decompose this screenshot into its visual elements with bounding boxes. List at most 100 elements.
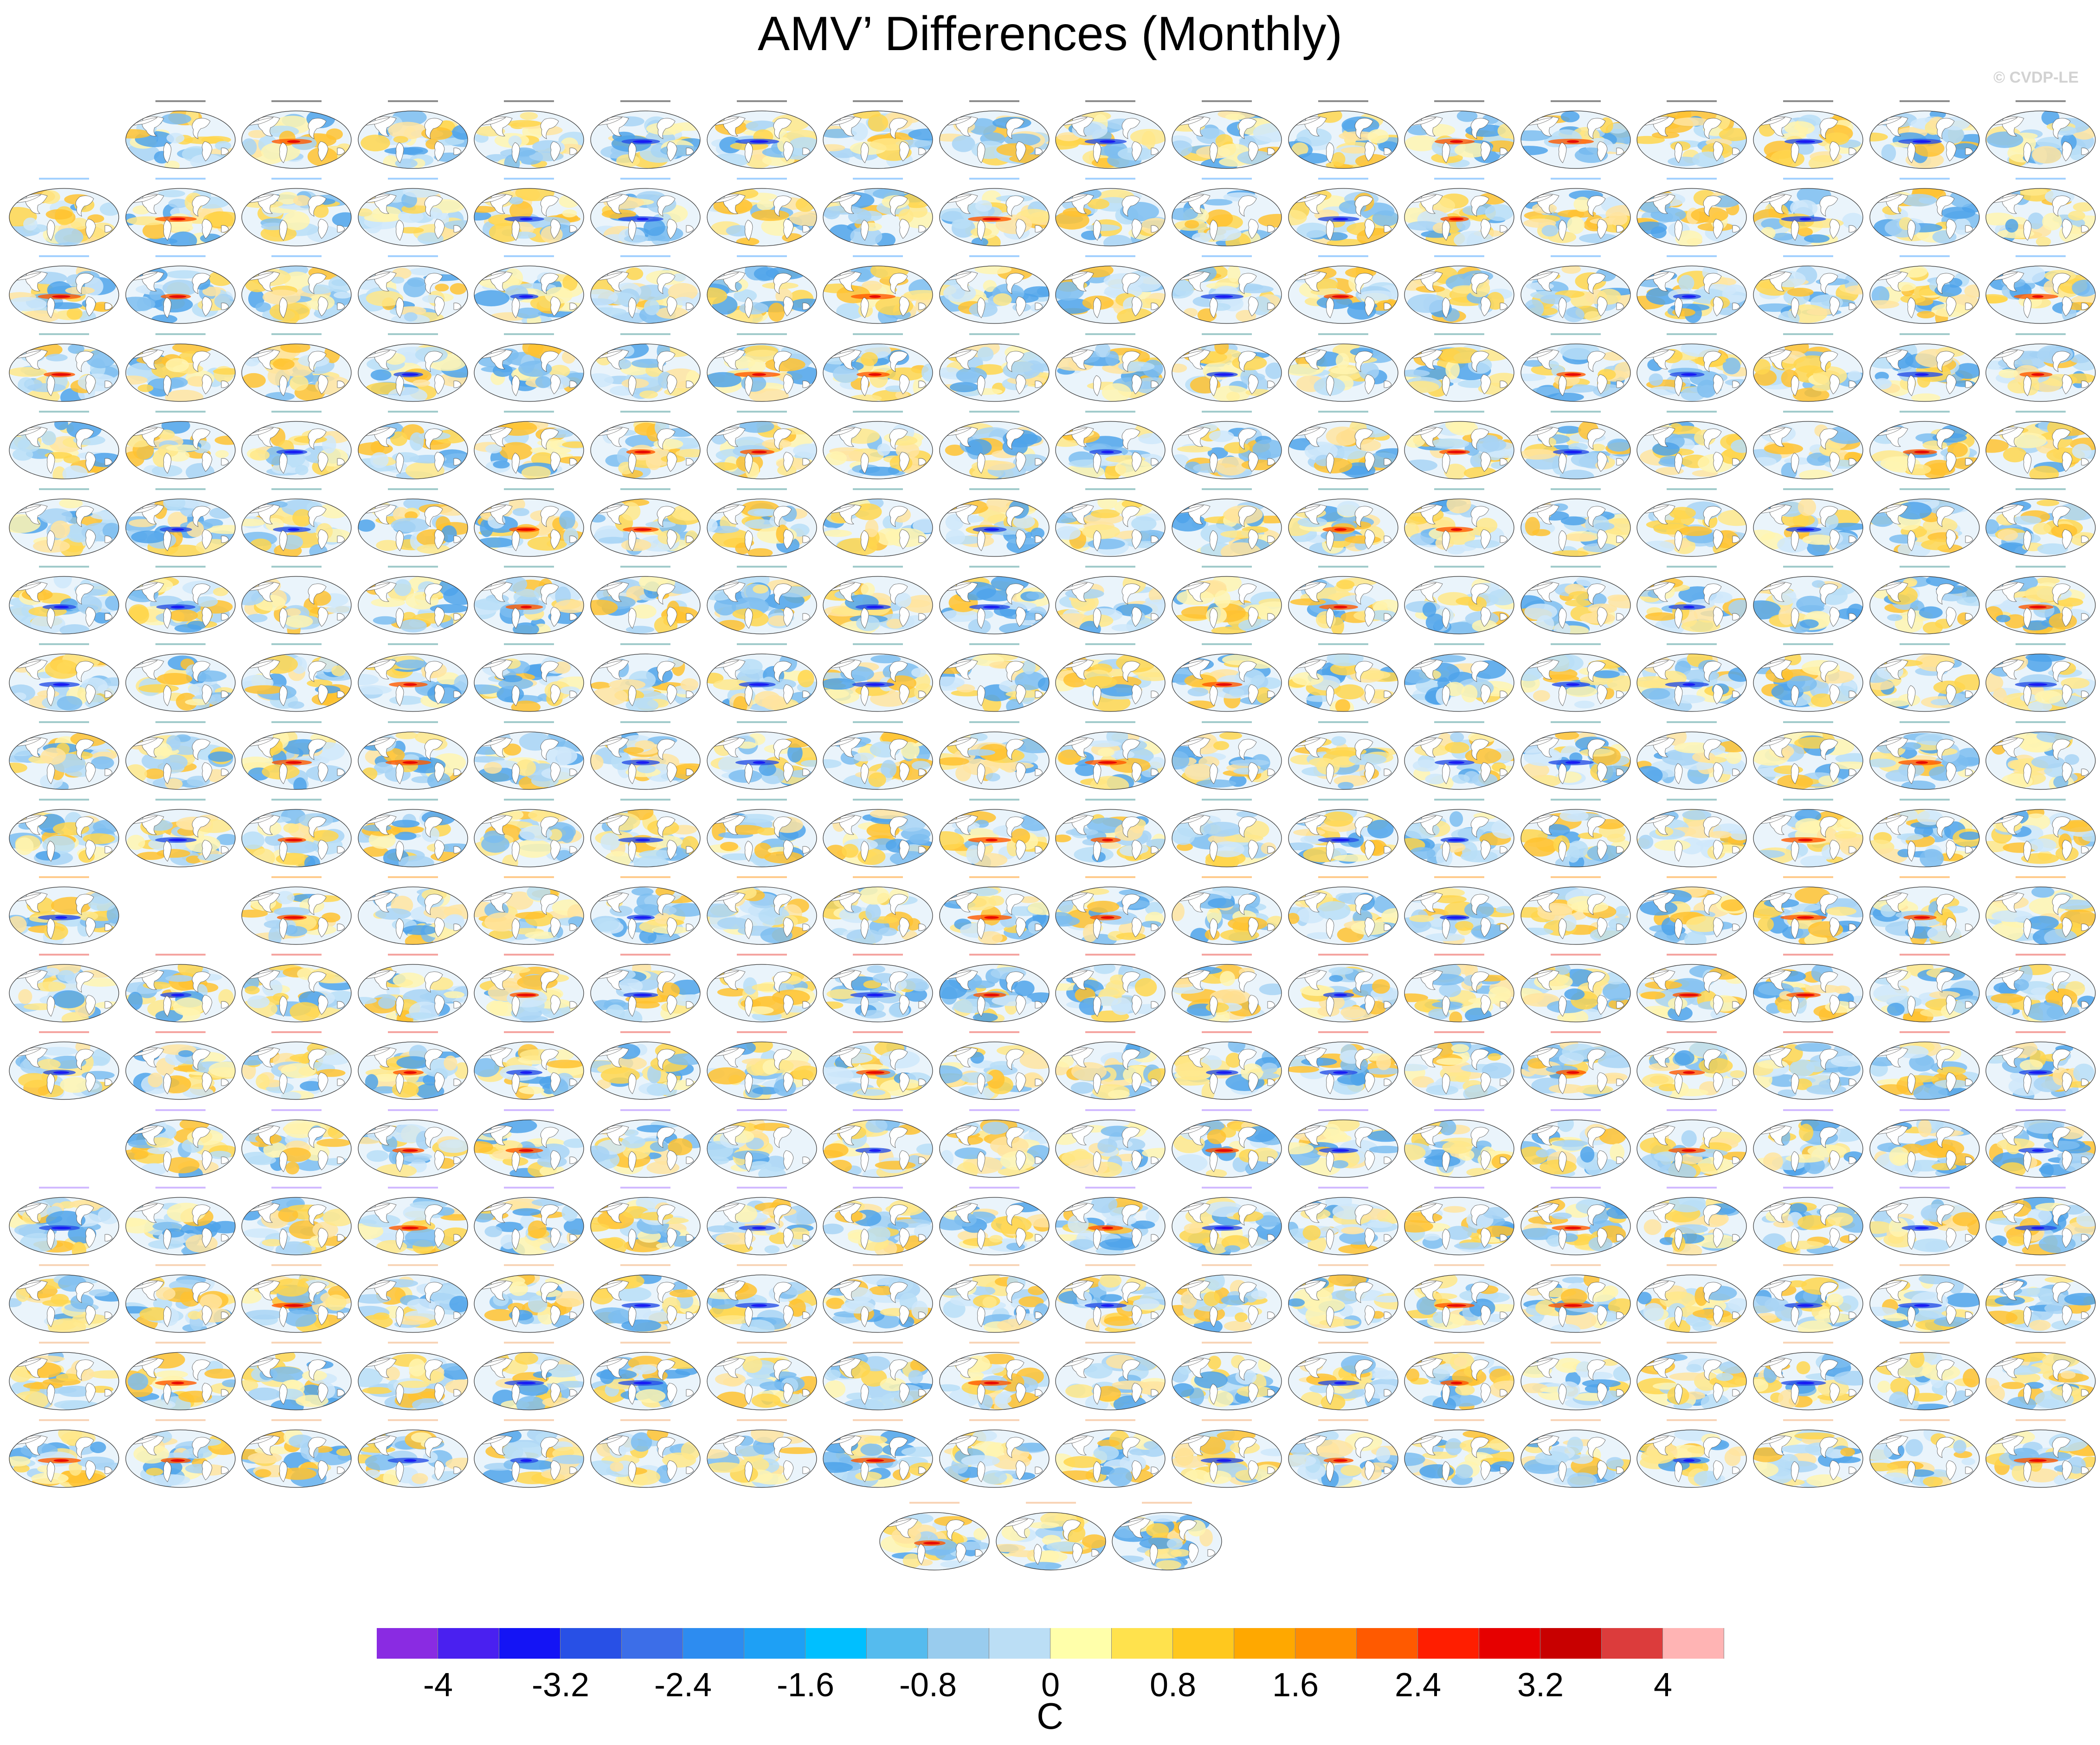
sst-map <box>1055 1186 1166 1255</box>
panel-title-mark <box>1434 798 1485 801</box>
map-panel <box>1169 1109 1284 1181</box>
map-panel <box>1053 876 1168 948</box>
map-panel <box>1169 566 1284 637</box>
map-panel <box>1169 954 1284 1025</box>
panel-title-mark <box>1085 721 1136 723</box>
sst-map <box>1869 255 1980 324</box>
panel-title-mark <box>1434 1031 1485 1034</box>
panel-title-mark <box>2016 100 2066 102</box>
sst-map <box>1404 1186 1514 1255</box>
map-panel <box>937 1419 1052 1491</box>
map-panel <box>1402 333 1517 405</box>
map-panel <box>6 1419 122 1491</box>
sst-map <box>1636 100 1747 169</box>
sst-map <box>1055 798 1166 867</box>
panel-title-mark <box>271 1109 322 1111</box>
sst-map <box>125 255 236 324</box>
sst-map <box>474 721 584 790</box>
map-panel <box>1169 876 1284 948</box>
panel-title-mark <box>155 1419 206 1422</box>
panel-title-mark <box>620 178 670 180</box>
colorbar-swatch <box>622 1628 683 1659</box>
map-panel <box>355 333 470 405</box>
sst-map <box>358 1419 468 1488</box>
sst-map <box>706 1031 817 1100</box>
map-panel <box>937 100 1052 172</box>
map-panel <box>6 643 122 715</box>
map-panel <box>239 643 354 715</box>
map-panel <box>1053 1419 1168 1491</box>
map-panel <box>588 1186 703 1258</box>
map-panel <box>1751 178 1866 249</box>
map-panel <box>588 255 703 327</box>
sst-map <box>358 488 468 557</box>
panel-title-mark <box>387 1186 438 1189</box>
sst-map <box>1636 255 1747 324</box>
sst-map <box>590 1031 701 1100</box>
panel-title-mark <box>504 643 554 646</box>
sst-map <box>1869 1186 1980 1255</box>
panel-title-mark <box>1550 721 1601 723</box>
map-panel <box>1518 1031 1633 1103</box>
panel-title-mark <box>736 566 787 568</box>
sst-map <box>939 255 1050 324</box>
panel-title-mark <box>1783 1342 1833 1344</box>
map-panel <box>6 798 122 870</box>
panel-title-mark <box>271 255 322 258</box>
map-panel <box>704 255 819 327</box>
map-panel <box>355 876 470 948</box>
map-panel <box>471 876 586 948</box>
panel-title-mark <box>969 1419 1019 1422</box>
colorbar-swatch <box>1540 1628 1602 1659</box>
map-panel <box>1867 643 1982 715</box>
sst-map <box>1404 488 1514 557</box>
panel-title-mark <box>2016 876 2066 878</box>
panel-title-mark <box>1202 876 1252 878</box>
panel-title-mark <box>736 1109 787 1111</box>
panel-title-mark <box>271 1342 322 1344</box>
panel-title-mark <box>736 798 787 801</box>
map-panel <box>1286 876 1401 948</box>
sst-map <box>823 954 933 1022</box>
panel-title-mark <box>853 333 903 335</box>
panel-title-mark <box>1318 1264 1368 1266</box>
map-panel <box>471 488 586 560</box>
sst-map <box>9 1264 119 1333</box>
panel-title-mark <box>504 100 554 102</box>
sst-map <box>1636 643 1747 712</box>
sst-map <box>125 333 236 402</box>
panel-title-mark <box>1202 488 1252 490</box>
sst-map <box>1520 333 1631 402</box>
map-panel <box>1286 333 1401 405</box>
sst-map <box>1753 255 1863 324</box>
panel-title-mark <box>1667 876 1717 878</box>
map-panel <box>937 1342 1052 1413</box>
map-panel <box>1751 721 1866 793</box>
panel-title-mark <box>39 178 89 180</box>
map-panel <box>588 1109 703 1181</box>
colorbar-swatch <box>1050 1628 1112 1659</box>
sst-map <box>1985 1031 2096 1100</box>
sst-map <box>939 100 1050 169</box>
sst-map <box>125 1186 236 1255</box>
panel-title-mark <box>853 1264 903 1266</box>
sst-map <box>474 178 584 246</box>
panel-title-mark <box>1550 1419 1601 1422</box>
sst-map <box>706 1109 817 1178</box>
sst-map <box>1288 1264 1398 1333</box>
panel-title-mark <box>387 1342 438 1344</box>
sst-map <box>823 488 933 557</box>
sst-map <box>823 1264 933 1333</box>
sst-map <box>9 876 119 945</box>
panel-title-mark <box>1202 798 1252 801</box>
sst-map <box>1288 410 1398 479</box>
sst-map <box>1112 1501 1222 1570</box>
map-panel <box>471 1342 586 1413</box>
panel-title-mark <box>853 255 903 258</box>
map-panel <box>1867 488 1982 560</box>
panel-title-mark <box>504 798 554 801</box>
map-panel <box>471 255 586 327</box>
sst-map <box>939 876 1050 945</box>
map-panel <box>6 255 122 327</box>
map-panel <box>6 410 122 482</box>
